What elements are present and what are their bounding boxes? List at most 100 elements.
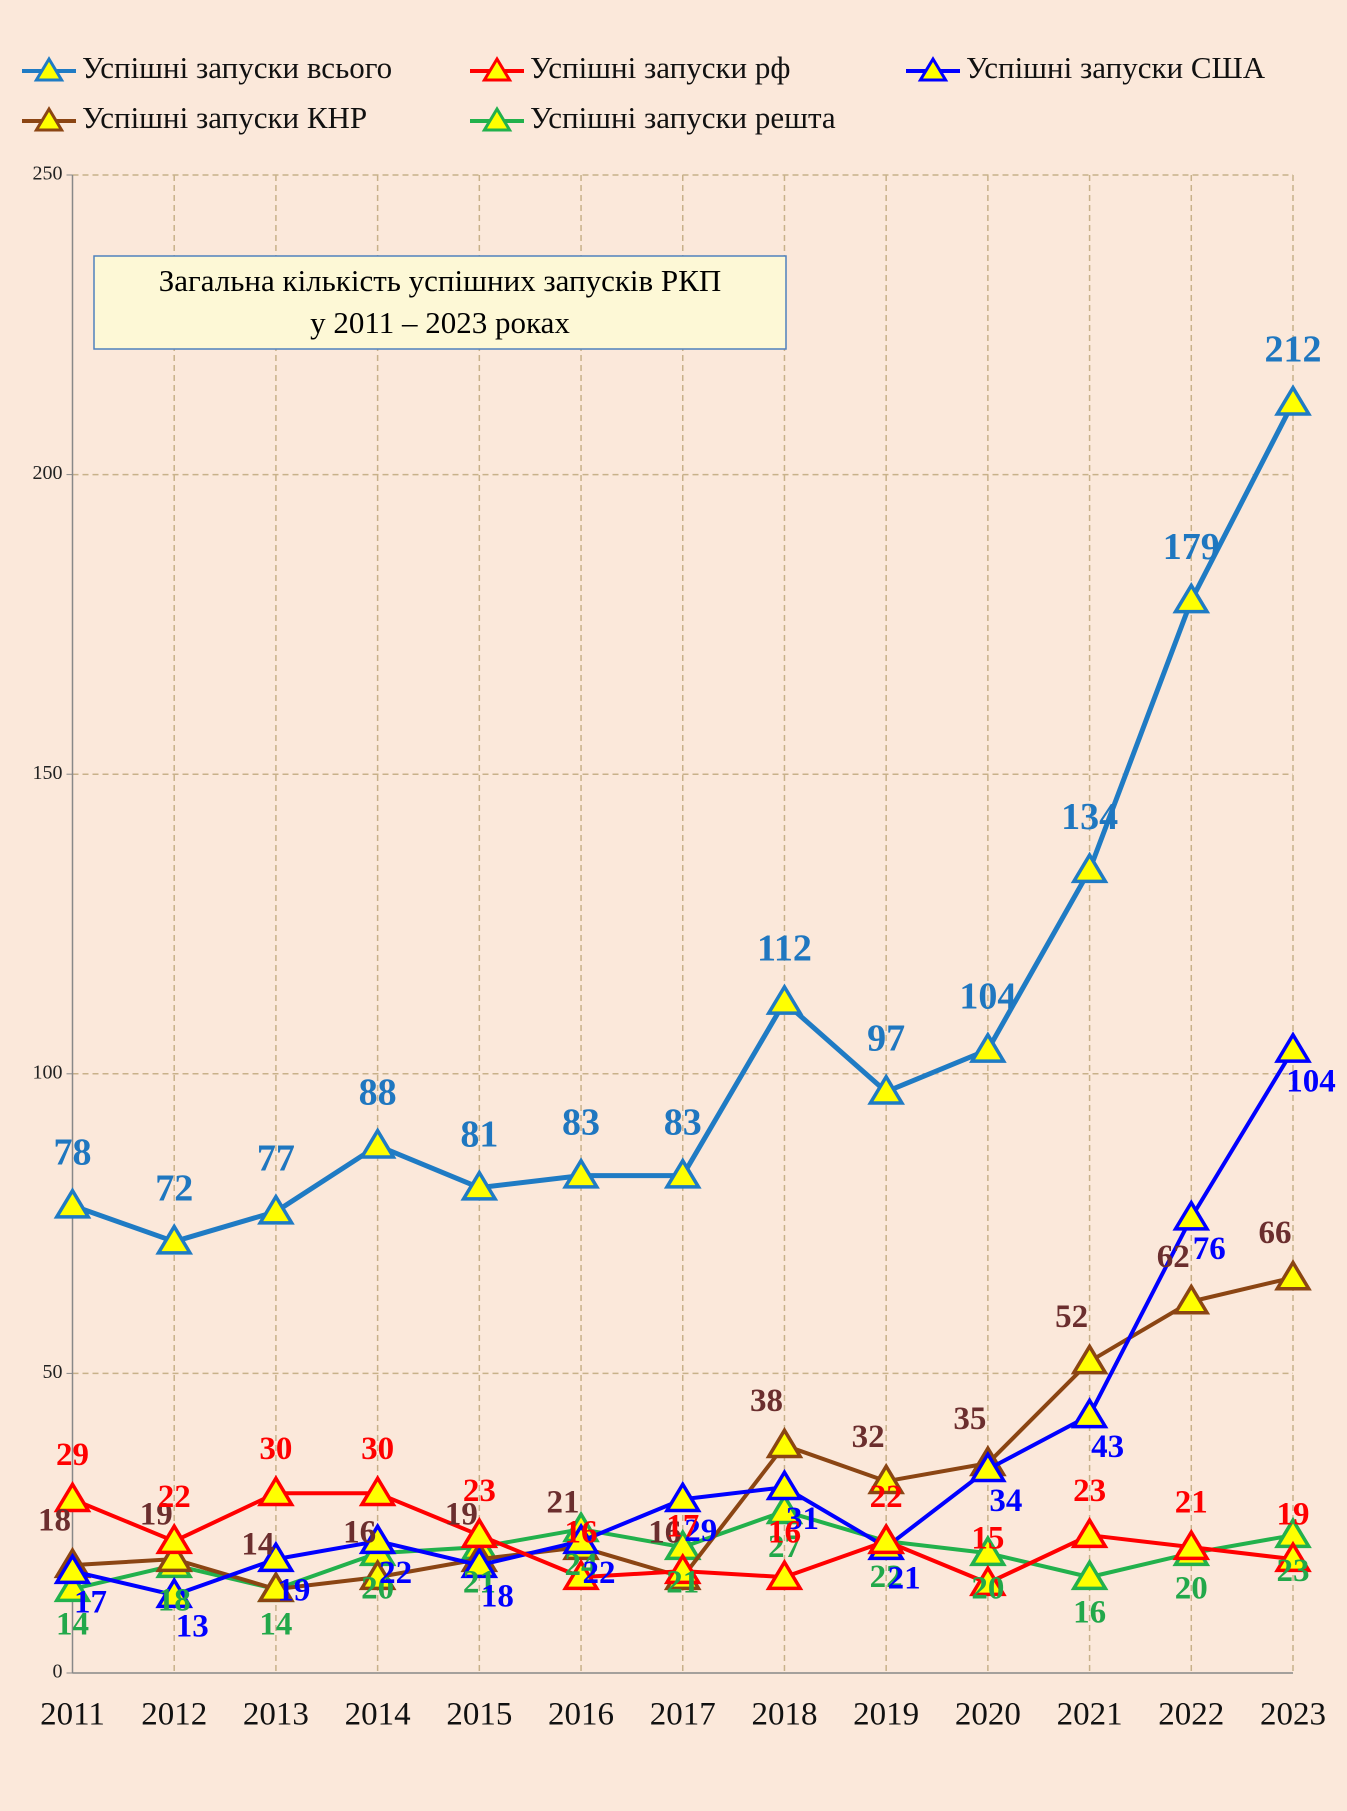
- data-label: 34: [989, 1483, 1022, 1519]
- data-label: 29: [684, 1513, 717, 1549]
- marker: [663, 1157, 702, 1189]
- data-label: 19: [1277, 1497, 1310, 1533]
- data-label: 104: [959, 976, 1016, 1018]
- data-label: 72: [155, 1167, 193, 1209]
- marker: [460, 1516, 499, 1549]
- data-label: 16: [343, 1515, 376, 1551]
- data-label: 29: [56, 1437, 89, 1473]
- data-label: 83: [664, 1101, 702, 1143]
- marker: [1070, 1558, 1109, 1591]
- data-label: 32: [852, 1419, 885, 1455]
- marker: [1274, 1540, 1312, 1573]
- y-tick-label: 250: [33, 163, 63, 185]
- data-label: 19: [140, 1497, 173, 1533]
- chart-title: Загальна кількість успішних запусків РКП: [159, 263, 721, 298]
- data-label: 81: [460, 1113, 498, 1155]
- data-label: 19: [445, 1497, 478, 1533]
- marker: [1070, 1516, 1109, 1549]
- marker: [358, 1127, 397, 1159]
- marker: [969, 1450, 1007, 1483]
- marker: [257, 1193, 295, 1225]
- data-label: 15: [971, 1521, 1004, 1557]
- data-label: 22: [870, 1479, 903, 1515]
- marker: [257, 1570, 295, 1603]
- data-label: 13: [176, 1609, 209, 1645]
- x-tick-label: 2022: [1158, 1697, 1224, 1733]
- data-label: 212: [1265, 328, 1322, 370]
- data-label: 78: [54, 1131, 92, 1173]
- data-label: 22: [379, 1555, 412, 1591]
- marker: [765, 1468, 804, 1501]
- marker: [155, 1540, 194, 1573]
- y-tick-label: 100: [33, 1061, 63, 1083]
- marker: [155, 1223, 194, 1255]
- data-label: 21: [666, 1565, 699, 1601]
- data-label: 23: [1277, 1553, 1310, 1589]
- data-label: 20: [971, 1571, 1004, 1607]
- marker: [1070, 1396, 1109, 1429]
- y-tick-label: 0: [53, 1661, 63, 1683]
- marker: [53, 1552, 92, 1585]
- grid: 0 50 100 150 200 250: [33, 163, 1294, 1683]
- marker: [969, 1534, 1007, 1567]
- x-tick-label: 2013: [243, 1697, 309, 1733]
- marker: [1172, 582, 1211, 614]
- legend-marker: [33, 106, 65, 132]
- marker: [867, 1522, 906, 1555]
- y-tick-label: 150: [33, 762, 63, 784]
- marker: [358, 1558, 397, 1591]
- marker: [257, 1540, 295, 1573]
- marker: [1070, 1343, 1109, 1375]
- data-label: 22: [870, 1559, 903, 1595]
- x-tick-label: 2020: [955, 1697, 1021, 1733]
- data-label: 112: [757, 928, 812, 970]
- legend-label: Успішні запуски рф: [530, 50, 790, 85]
- x-tick-label: 2012: [141, 1697, 207, 1733]
- x-tick-label: 2017: [650, 1697, 716, 1733]
- data-label: 20: [1175, 1571, 1208, 1607]
- marker: [663, 1552, 702, 1585]
- data-label: 21: [888, 1561, 921, 1597]
- x-tick-label: 2014: [345, 1697, 411, 1733]
- x-tick-label: 2016: [548, 1697, 614, 1733]
- marker: [867, 1462, 906, 1495]
- marker: [765, 983, 804, 1015]
- title-box: [93, 255, 787, 350]
- data-label: 76: [1193, 1231, 1226, 1267]
- marker: [1070, 851, 1109, 884]
- data-label: 16: [648, 1515, 681, 1551]
- marker: [53, 1480, 92, 1513]
- data-label: 88: [359, 1071, 397, 1113]
- data-label: 97: [867, 1017, 905, 1059]
- data-label: 179: [1163, 526, 1220, 568]
- data-label: 22: [583, 1555, 616, 1591]
- marker: [1274, 384, 1312, 416]
- data-label: 22: [158, 1479, 191, 1515]
- data-label: 23: [1073, 1473, 1106, 1509]
- y-tick-label: 50: [43, 1361, 63, 1383]
- data-label: 19: [277, 1573, 310, 1609]
- legend-marker: [33, 56, 65, 82]
- legend-label: Успішні запуски КНР: [82, 100, 367, 135]
- marker: [562, 1558, 600, 1591]
- data-label: 30: [361, 1431, 394, 1467]
- data-label: 20: [361, 1571, 394, 1607]
- x-tick-label: 2019: [853, 1697, 919, 1733]
- marker: [562, 1157, 600, 1189]
- marker: [358, 1474, 397, 1507]
- marker: [53, 1570, 92, 1603]
- legend-marker: [481, 56, 513, 82]
- data-label: 17: [666, 1509, 699, 1545]
- data-label: 62: [1157, 1239, 1190, 1275]
- marker: [358, 1522, 397, 1555]
- data-label: 14: [241, 1527, 274, 1563]
- y-tick-label: 200: [33, 462, 63, 484]
- chart-title: у 2011 – 2023 роках: [310, 305, 570, 340]
- data-label: 30: [259, 1431, 292, 1467]
- data-label: 77: [257, 1137, 295, 1179]
- data-label: 18: [158, 1583, 191, 1619]
- marker: [155, 1522, 194, 1555]
- legend-label: Успішні запуски решта: [530, 100, 836, 135]
- x-tick-label: 2011: [40, 1697, 105, 1733]
